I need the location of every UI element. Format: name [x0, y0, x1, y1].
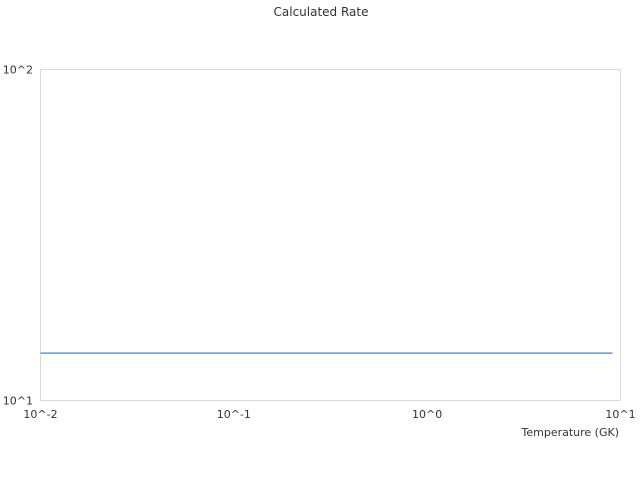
x-tick-label: 10^0	[412, 408, 442, 421]
y-tick-label: 10^2	[3, 64, 33, 77]
plot-area	[40, 69, 621, 401]
x-tick-label: 10^-1	[217, 408, 251, 421]
x-axis-label: Temperature (GK)	[521, 426, 620, 439]
chart-title: Calculated Rate	[274, 5, 369, 19]
x-tick-label: 10^1	[605, 408, 635, 421]
y-tick-label: 10^1	[3, 395, 33, 408]
x-tick-label: 10^-2	[23, 408, 57, 421]
